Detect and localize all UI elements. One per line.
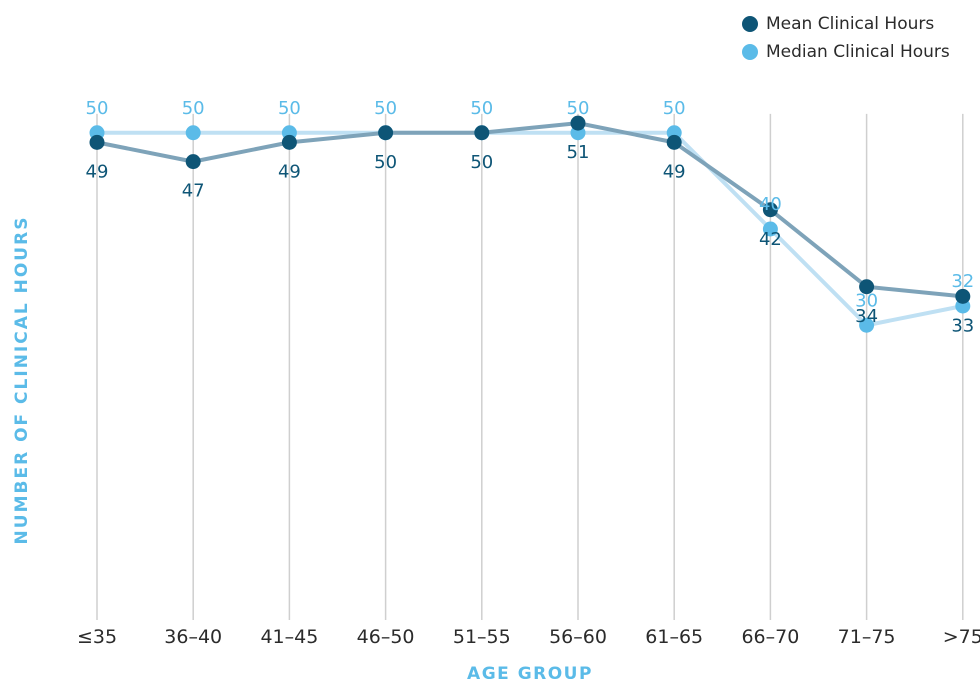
series-line [97, 130, 964, 328]
x-tick-label: 41–45 [260, 626, 318, 648]
data-point [89, 134, 105, 150]
legend-marker-mean [742, 16, 758, 32]
data-point [666, 134, 682, 150]
x-tick-labels: ≤35 36–40 41–45 46–50 51–55 56–60 61–65 66–70 71… [77, 626, 980, 648]
data-label: 50 [86, 98, 109, 119]
data-label: 42 [759, 229, 782, 250]
legend-label-median: Median Clinical Hours [766, 42, 950, 62]
data-label: 47 [182, 181, 205, 202]
data-label: 32 [951, 271, 974, 292]
data-label: 34 [855, 306, 878, 327]
data-label: 50 [374, 98, 397, 119]
legend-label-mean: Mean Clinical Hours [766, 14, 935, 34]
data-label: 49 [86, 161, 109, 182]
data-label: 49 [663, 161, 686, 182]
y-axis-label: NUMBER OF CLINICAL HOURS [12, 215, 32, 545]
data-point [859, 317, 875, 333]
x-tick-label: >75 [943, 626, 980, 648]
data-labels: 50 50 50 50 50 50 50 40 30 32 49 47 49 50 50 51 49 42 34 33 [86, 98, 975, 337]
data-point [859, 279, 875, 295]
data-point [762, 202, 778, 218]
data-point [955, 288, 971, 304]
data-point [474, 125, 490, 141]
data-label: 50 [182, 98, 205, 119]
x-tick-label: 36–40 [164, 626, 222, 648]
data-label: 50 [374, 152, 397, 173]
data-label: 30 [855, 290, 878, 311]
data-label: 40 [759, 194, 782, 215]
legend-item-median: Median Clinical Hours [742, 38, 950, 66]
data-label: 50 [567, 98, 590, 119]
data-point [570, 115, 586, 131]
data-point [281, 134, 297, 150]
series-line [96, 121, 963, 299]
x-tick-label: 61–65 [645, 626, 703, 648]
x-tick-label: 51–55 [453, 626, 511, 648]
data-points [89, 115, 971, 333]
x-tick-label: 71–75 [838, 626, 896, 648]
data-label: 50 [663, 98, 686, 119]
x-tick-label: ≤35 [77, 626, 117, 648]
x-tick-label: 56–60 [549, 626, 607, 648]
series-lines [96, 121, 964, 328]
data-label: 51 [567, 142, 590, 163]
x-tick-label: 46–50 [357, 626, 415, 648]
legend-item-mean: Mean Clinical Hours [742, 10, 950, 38]
gridlines [96, 113, 964, 620]
data-point [185, 125, 201, 141]
data-label: 50 [470, 98, 493, 119]
x-axis-label: AGE GROUP [467, 664, 593, 684]
data-label: 50 [278, 98, 301, 119]
legend: Mean Clinical Hours Median Clinical Hour… [742, 10, 950, 66]
data-label: 49 [278, 161, 301, 182]
data-point [762, 221, 778, 237]
data-label: 33 [951, 315, 974, 336]
data-label: 50 [470, 152, 493, 173]
x-tick-label: 66–70 [741, 626, 799, 648]
data-point [378, 125, 394, 141]
data-point [185, 154, 201, 170]
legend-marker-median [742, 44, 758, 60]
